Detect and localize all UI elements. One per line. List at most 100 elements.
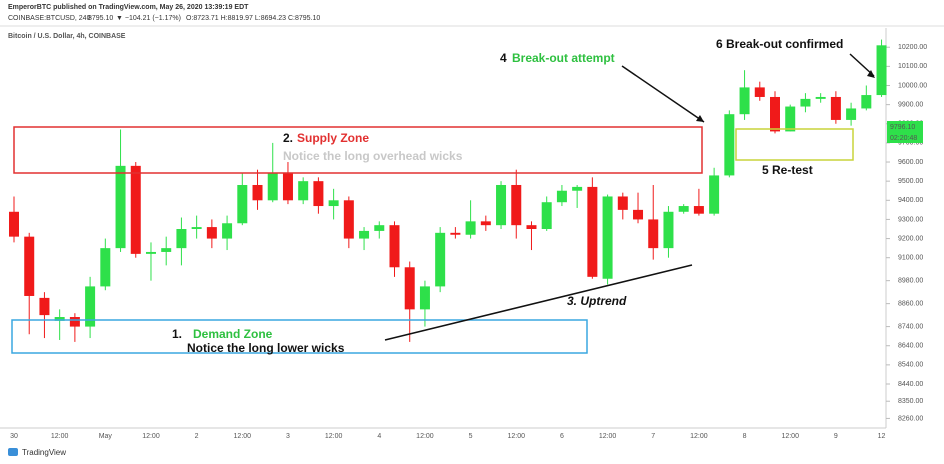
candle-body: [876, 45, 887, 96]
x-tick-label: 12:00: [690, 433, 708, 440]
x-tick-label: 6: [560, 433, 564, 440]
candle-body: [252, 184, 263, 201]
plot: 10200.0010100.0010000.009900.009800.0097…: [9, 39, 927, 440]
x-tick-label: 12:00: [599, 433, 617, 440]
x-tick-label: 12:00: [142, 433, 160, 440]
supply-zone: [13, 126, 703, 174]
supply-note: Notice the long overhead wicks: [283, 149, 463, 163]
candle-body: [100, 248, 111, 287]
candle-body: [54, 317, 65, 321]
ohlc: O:8723.71 H:8819.97 L:8694.23 C:8795.10: [186, 15, 320, 22]
demand-note: Notice the long lower wicks: [187, 341, 345, 355]
candle-body: [343, 200, 354, 239]
candle-body: [724, 114, 735, 176]
candle-body: [435, 232, 446, 287]
breakout-label: Break-out attempt: [512, 51, 615, 65]
y-tick-label: 9400.00: [898, 197, 923, 204]
candle-body: [754, 87, 765, 97]
candle-body: [161, 248, 172, 252]
candle-body: [800, 98, 811, 107]
x-tick-label: 12:00: [51, 433, 69, 440]
y-tick-label: 8980.00: [898, 278, 923, 285]
retest-label: 5 Re-test: [762, 163, 813, 177]
candle-body: [617, 196, 628, 210]
countdown: 02:20:48: [890, 135, 917, 142]
candle-body: [572, 186, 583, 191]
candle-body: [770, 96, 780, 132]
candle-body: [480, 221, 491, 226]
candle-body: [130, 165, 141, 254]
candle-body: [267, 173, 278, 201]
price-tag: [887, 121, 923, 132]
brand: TradingView: [22, 448, 66, 457]
y-tick-label: 9300.00: [898, 216, 923, 223]
candle-body: [846, 108, 857, 120]
x-tick-label: May: [99, 433, 113, 440]
x-tick-label: 9: [834, 433, 838, 440]
candle-body: [541, 202, 552, 229]
candle-body: [328, 200, 339, 207]
candle-body: [785, 106, 796, 132]
x-tick-label: 8: [743, 433, 747, 440]
x-tick-label: 12:00: [234, 433, 252, 440]
candle-body: [24, 236, 35, 296]
candle-body: [678, 206, 689, 212]
candle-body: [709, 175, 720, 214]
candle-body: [313, 181, 324, 207]
candle-body: [465, 221, 476, 235]
brand-logo: [8, 448, 18, 456]
supply-label: Supply Zone: [297, 131, 369, 145]
candle-body: [511, 184, 522, 226]
x-tick-label: 5: [469, 433, 473, 440]
x-tick-label: 12:00: [781, 433, 799, 440]
countdown-tag: [887, 132, 923, 143]
candle-body: [526, 225, 537, 229]
arrow: [621, 65, 705, 123]
y-tick-label: 8540.00: [898, 362, 923, 369]
candle-body: [298, 181, 309, 201]
y-tick-label: 8740.00: [898, 323, 923, 330]
candle-body: [739, 87, 750, 115]
candle-body: [282, 173, 293, 201]
y-tick-label: 8640.00: [898, 343, 923, 350]
demand-num: 1.: [172, 327, 182, 341]
x-tick-label: 7: [651, 433, 655, 440]
candle-body: [587, 186, 598, 277]
candle-body: [633, 209, 644, 220]
candle-body: [374, 225, 385, 231]
candle-body: [830, 96, 841, 120]
y-tick-label: 8440.00: [898, 381, 923, 388]
candle-body: [663, 211, 674, 249]
candle-body: [85, 286, 96, 327]
y-tick-label: 10200.00: [898, 44, 927, 51]
candle-body: [648, 219, 659, 249]
candle-body: [496, 184, 507, 226]
candle-body: [237, 184, 248, 224]
y-tick-label: 9200.00: [898, 235, 923, 242]
retest-zone: [735, 128, 854, 161]
y-tick-label: 9500.00: [898, 178, 923, 185]
candle-body: [191, 227, 202, 229]
candle-body: [206, 227, 217, 239]
y-tick-label: 8860.00: [898, 300, 923, 307]
x-tick-label: 12:00: [325, 433, 343, 440]
candle-body: [450, 232, 461, 235]
demand-label: Demand Zone: [193, 327, 273, 341]
y-tick-label: 9100.00: [898, 255, 923, 262]
y-tick-label: 8350.00: [898, 398, 923, 405]
candle-body: [861, 95, 872, 109]
last-price: 8795.10: [88, 15, 113, 22]
candle-body: [602, 196, 613, 279]
y-tick-label: 9700.00: [898, 140, 923, 147]
uptrend-label: 3. Uptrend: [567, 294, 627, 308]
candle-body: [556, 190, 567, 203]
candle-body: [389, 225, 400, 268]
x-tick-label: 12:00: [507, 433, 525, 440]
x-tick-label: 12:00: [416, 433, 434, 440]
x-tick-label: 2: [195, 433, 199, 440]
y-tick-label: 10000.00: [898, 82, 927, 89]
candle-body: [815, 96, 826, 99]
arrow-head: [696, 115, 704, 122]
y-tick-label: 9600.00: [898, 159, 923, 166]
